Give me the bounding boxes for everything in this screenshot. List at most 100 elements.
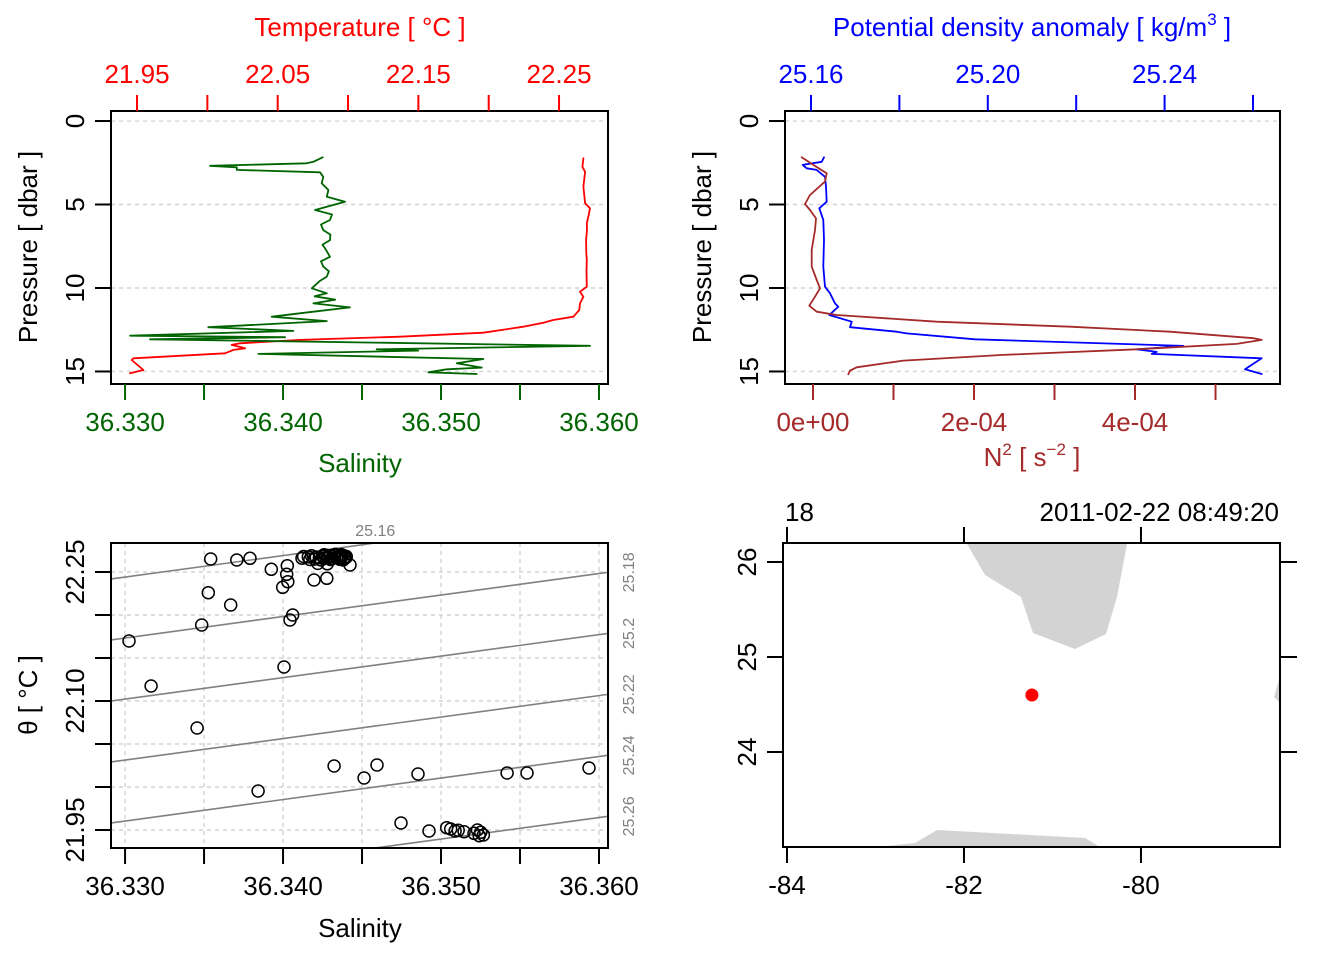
isopycnal-line [111, 571, 608, 641]
ts-data-point [357, 771, 371, 785]
density-axis-title-superscript: 3 [1207, 10, 1216, 29]
plot-area [785, 120, 1280, 376]
ts-data-point [411, 767, 425, 781]
pressure-axis-tick-label: 5 [734, 197, 764, 211]
density-axis-tick-label: 25.16 [778, 59, 843, 89]
isopycnal-label: 25.2 [621, 618, 638, 649]
salinity-axis-tick-label: 36.350 [401, 407, 481, 437]
pressure-axis-tick-label: 10 [734, 274, 764, 303]
isopycnal-line [111, 754, 608, 824]
ts-data-point [582, 761, 596, 775]
isopycnal-label: 25.26 [621, 796, 638, 836]
n2-axis-title-base: N [984, 442, 1003, 472]
pressure-axis-tick-label: 10 [60, 274, 90, 303]
temperature-axis-tick-label: 22.05 [245, 59, 310, 89]
land-polygon [1274, 679, 1280, 703]
plot-frame [782, 542, 1281, 848]
n2-axis-title-superscript: 2 [1002, 440, 1011, 459]
plot-area [111, 543, 608, 848]
n2-axis-title-end: ] [1066, 442, 1080, 472]
map-area [878, 543, 1280, 847]
isopycnal-line [111, 632, 608, 702]
latitude-axis-tick-label: 25 [732, 643, 762, 672]
plot-frame [110, 110, 609, 385]
ts-data-point [303, 552, 317, 567]
theta-axis-tick-label: 22.25 [60, 539, 90, 604]
temperature-axis-title: Temperature [ °C ] [254, 12, 465, 42]
station-map-panel: 18 2011-02-22 08:49:20 -84 -82 -80 24 25 26 [732, 497, 1297, 900]
ts-data-point [190, 721, 204, 735]
ts-data-point [476, 828, 491, 842]
temperature-axis-tick-label: 22.25 [527, 59, 592, 89]
salinity-axis-tick-label: 36.340 [243, 871, 323, 901]
ts-data-point [295, 551, 309, 565]
ts-data-point [311, 556, 325, 571]
isopycnal-line [374, 815, 608, 848]
temperature-axis-tick-label: 21.95 [104, 59, 169, 89]
pressure-axis-title: Pressure [ dbar ] [13, 151, 43, 343]
isopycnal-label: 25.24 [621, 735, 638, 775]
ts-data-point [203, 552, 218, 566]
station-time-label: 2011-02-22 08:49:20 [1040, 497, 1280, 527]
ts-data-point [307, 573, 321, 587]
n2-axis-tick-label: 2e-04 [941, 407, 1008, 437]
longitude-axis-tick-label: -82 [945, 870, 983, 900]
salinity-axis-tick-label: 36.360 [559, 407, 639, 437]
density-axis-title-end: ] [1217, 12, 1231, 42]
density-n2-profile-panel: Potential density anomaly [ kg/m3 ] N2 [… [687, 10, 1281, 472]
salinity-axis-tick-label: 36.350 [401, 871, 481, 901]
ts-data-point [394, 816, 408, 830]
ts-data-point [144, 679, 158, 693]
density-axis-tick-label: 25.20 [955, 59, 1020, 89]
ts-data-point [264, 562, 279, 577]
ts-data-point [457, 824, 471, 839]
latitude-axis-tick-label: 24 [732, 738, 762, 767]
station-name-label: 18 [785, 497, 814, 527]
n2-axis-title-unit: [ s [1012, 442, 1047, 472]
density-axis-title: Potential density anomaly [ kg/m3 ] [833, 10, 1231, 42]
ts-data-point [201, 585, 216, 600]
land-polygon [967, 543, 1127, 649]
ts-data-point [370, 758, 384, 772]
land-polygon [878, 830, 1100, 847]
salinity-axis-title: Salinity [318, 448, 402, 478]
longitude-axis-tick-label: -80 [1122, 870, 1160, 900]
pressure-axis-tick-label: 5 [60, 197, 90, 211]
pressure-axis-tick-label: 0 [734, 114, 764, 128]
ts-theta-axis-title: θ [ °C ] [13, 655, 43, 735]
ts-diagram-panel: Salinity θ [ °C ] 25.16 25.18 25.2 25.22 25.… [13, 523, 639, 943]
ts-data-point [320, 557, 335, 571]
salinity-axis-tick-label: 36.330 [85, 407, 165, 437]
ts-data-point [122, 634, 136, 648]
temperature-profile-line [129, 157, 591, 375]
pressure-axis-tick-label: 15 [734, 357, 764, 386]
n2-axis-tick-label: 4e-04 [1102, 407, 1169, 437]
ts-data-point [243, 551, 257, 566]
ts-data-point [251, 784, 265, 798]
isopycnal-label: 25.22 [621, 674, 638, 714]
longitude-axis-tick-label: -84 [768, 870, 806, 900]
station-marker [1025, 688, 1039, 702]
ts-data-point [334, 547, 349, 562]
ts-data-point [275, 580, 290, 595]
isopycnal-label: 25.16 [355, 523, 395, 540]
ts-data-point [296, 549, 311, 564]
latitude-axis-tick-label: 26 [732, 548, 762, 577]
plot-frame [784, 110, 1281, 385]
ts-data-point [328, 547, 342, 562]
density-axis-tick-label: 25.24 [1132, 59, 1197, 89]
n2-profile-line [800, 156, 1263, 376]
pressure-axis-tick-label: 0 [60, 114, 90, 128]
ts-data-point [194, 618, 209, 632]
ts-data-point [500, 766, 514, 780]
isopycnal-line [111, 693, 608, 763]
ts-data-point [283, 613, 297, 627]
ts-data-point [451, 823, 465, 838]
salinity-profile-line [129, 156, 591, 375]
ts-data-point [277, 660, 291, 674]
ts-salinity-axis-title: Salinity [318, 913, 402, 943]
ts-data-point [230, 553, 244, 567]
ts-data-point [280, 558, 295, 573]
density-axis-title-main: Potential density anomaly [ kg/m [833, 12, 1207, 42]
